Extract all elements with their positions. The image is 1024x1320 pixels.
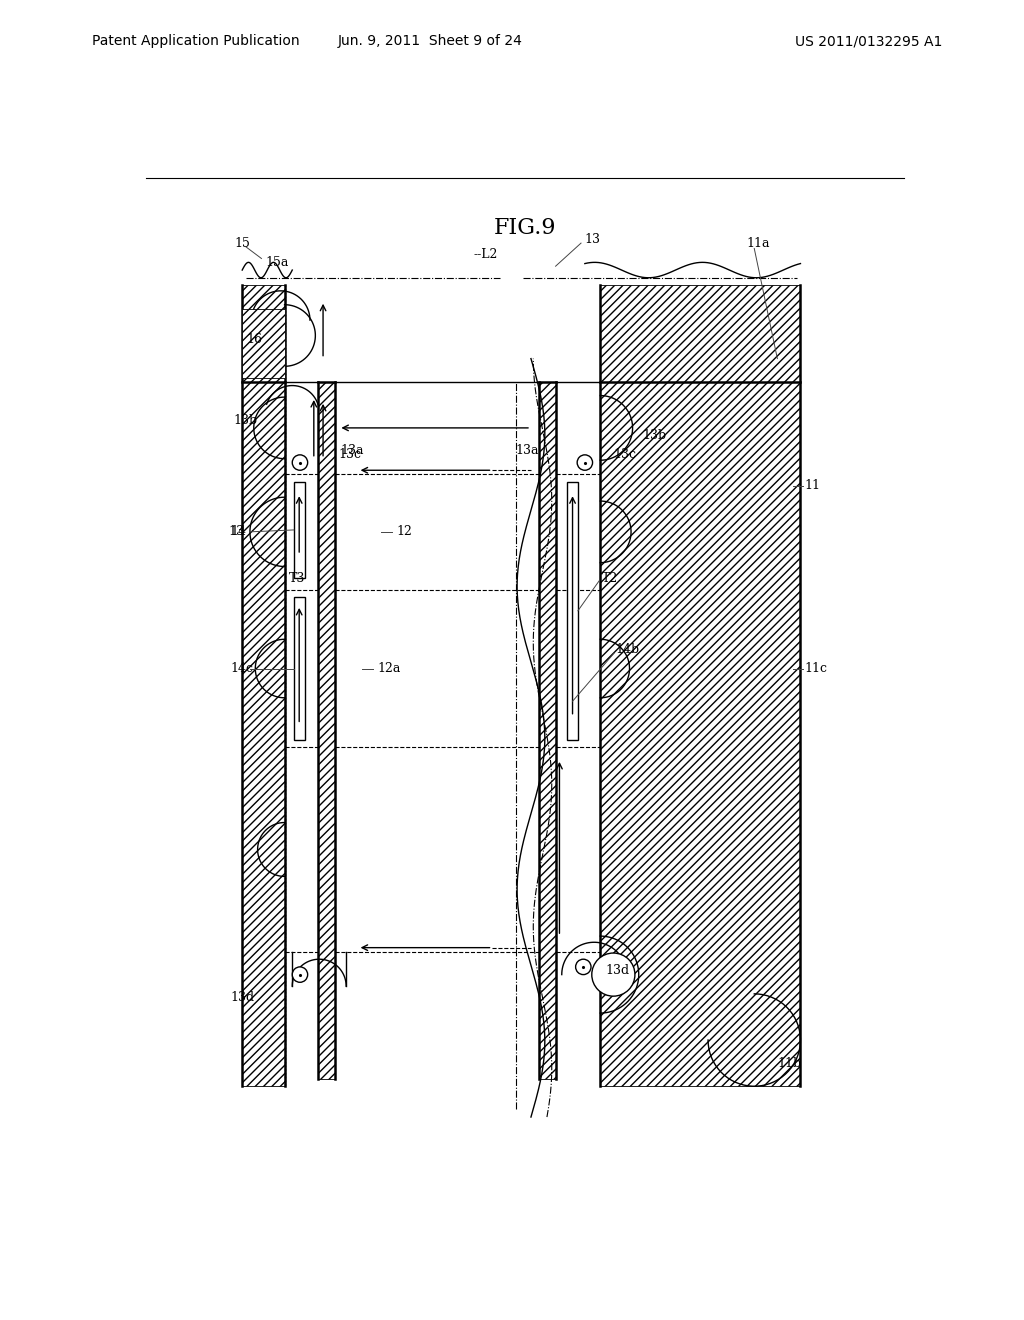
Text: 16: 16 (246, 333, 262, 346)
Text: 15: 15 (234, 236, 251, 249)
Bar (243, 309, 285, 378)
Bar (600, 381, 801, 1086)
Bar (567, 482, 578, 739)
Text: 13a: 13a (341, 445, 365, 458)
Text: 13a: 13a (515, 445, 539, 458)
Text: 14c: 14c (230, 663, 254, 675)
Text: 13: 13 (228, 525, 245, 539)
Text: 14b: 14b (615, 643, 640, 656)
Text: --L2: --L2 (473, 248, 498, 261)
Bar (294, 482, 304, 578)
Text: 13d: 13d (230, 991, 255, 1005)
Text: 13c: 13c (613, 449, 636, 462)
Circle shape (592, 953, 635, 997)
Bar (539, 381, 556, 1078)
Text: 12: 12 (396, 525, 412, 539)
Text: 13b: 13b (643, 429, 667, 442)
Circle shape (292, 966, 307, 982)
Bar (243, 285, 285, 381)
Text: Patent Application Publication: Patent Application Publication (92, 34, 300, 49)
Circle shape (575, 960, 591, 974)
Circle shape (578, 455, 593, 470)
Bar (243, 381, 285, 1086)
Text: 11: 11 (804, 479, 820, 492)
Bar (317, 381, 335, 1078)
Text: T2: T2 (602, 572, 618, 585)
Text: T3: T3 (289, 572, 305, 585)
Text: 11c: 11c (804, 663, 827, 675)
Text: 11a: 11a (746, 236, 770, 249)
Text: 15a: 15a (265, 256, 289, 269)
Text: 11b: 11b (777, 1056, 802, 1069)
Text: US 2011/0132295 A1: US 2011/0132295 A1 (795, 34, 942, 49)
Text: Jun. 9, 2011  Sheet 9 of 24: Jun. 9, 2011 Sheet 9 of 24 (338, 34, 522, 49)
Text: 14: 14 (230, 525, 247, 539)
Bar (600, 285, 801, 381)
Text: 13c: 13c (339, 449, 361, 462)
Text: FIG.9: FIG.9 (494, 216, 556, 239)
Text: 12a: 12a (377, 663, 400, 675)
Text: 13d: 13d (605, 964, 630, 977)
Text: 13: 13 (585, 232, 601, 246)
Bar (294, 597, 304, 739)
Circle shape (292, 455, 307, 470)
Text: 13b: 13b (233, 413, 257, 426)
